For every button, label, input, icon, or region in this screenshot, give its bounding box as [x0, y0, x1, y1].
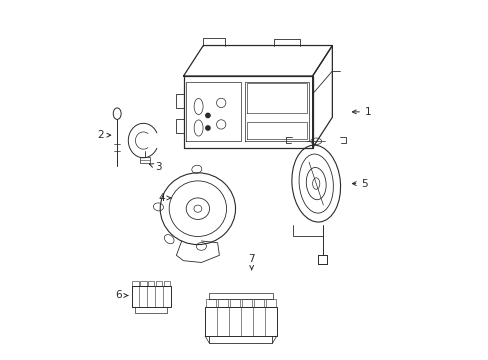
Bar	[205, 300, 216, 307]
Circle shape	[205, 126, 210, 130]
Text: 1: 1	[352, 107, 371, 117]
Bar	[140, 281, 146, 286]
Bar	[163, 281, 170, 286]
Circle shape	[205, 113, 210, 118]
Bar	[265, 300, 276, 307]
Bar	[241, 300, 252, 307]
Text: 7: 7	[248, 254, 254, 270]
Bar	[156, 281, 162, 286]
Bar	[217, 300, 228, 307]
Bar	[229, 300, 240, 307]
Text: 3: 3	[149, 162, 162, 172]
Bar	[132, 281, 139, 286]
Bar	[148, 281, 154, 286]
Text: 5: 5	[352, 179, 367, 189]
Text: 6: 6	[115, 291, 127, 301]
Text: 4: 4	[159, 193, 171, 203]
Bar	[253, 300, 264, 307]
Bar	[140, 157, 149, 163]
Text: 2: 2	[97, 130, 110, 140]
